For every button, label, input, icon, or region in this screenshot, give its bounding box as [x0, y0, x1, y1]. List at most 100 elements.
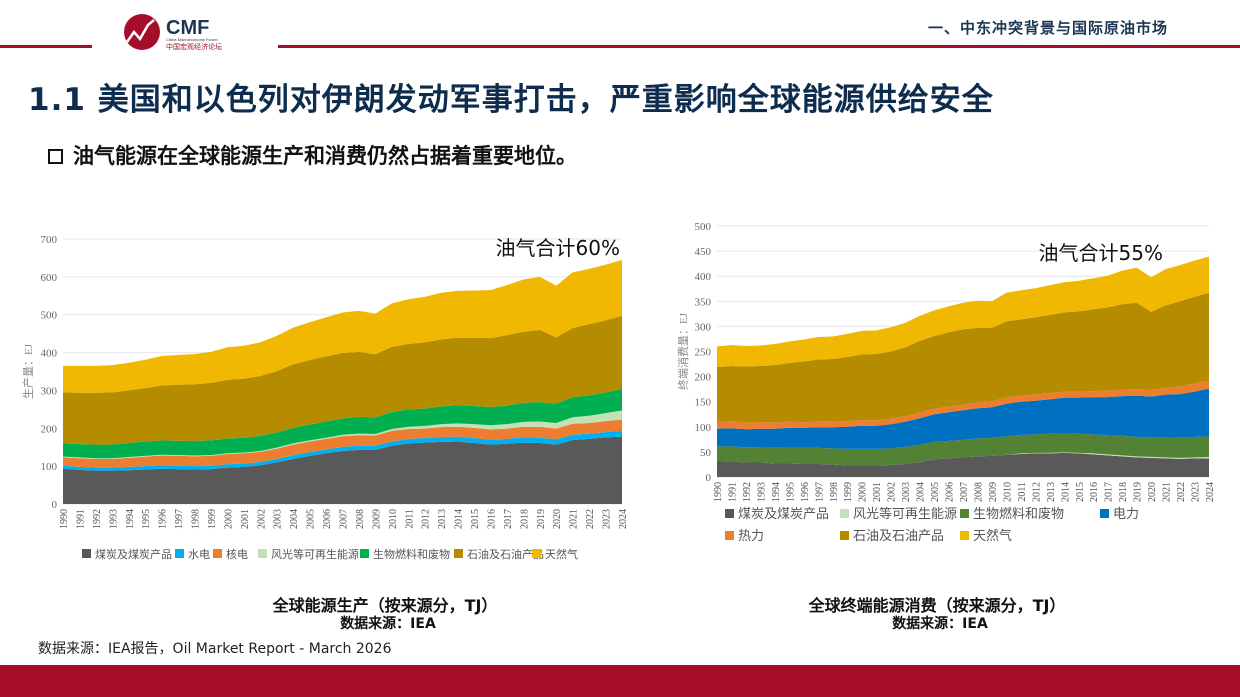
legend-swatch	[213, 549, 222, 558]
x-tick-label: 2012	[421, 509, 432, 529]
cmf-logo: CMF China Macroeconomy Forum 中国宏观经济论坛	[122, 12, 262, 52]
y-tick-label: 200	[41, 423, 58, 435]
production-chart: 0 100 200 300 400 500 600 700 1990 1991 1992 1993 19…	[21, 234, 629, 561]
legend-swatch	[960, 531, 969, 540]
x-tick-label: 2009	[988, 482, 999, 502]
x-tick-label: 1997	[174, 509, 185, 529]
x-tick-label: 2006	[945, 482, 956, 502]
x-tick-label: 1998	[829, 482, 840, 502]
x-tick-label: 1991	[727, 482, 738, 502]
x-tick-label: 2015	[470, 509, 481, 529]
x-tick-label: 1990	[713, 482, 724, 502]
x-tick-label: 2023	[602, 509, 613, 529]
x-tick-label: 2001	[240, 509, 251, 529]
x-tick-label: 1992	[742, 482, 753, 502]
area-series-4	[717, 380, 1209, 430]
legend-swatch	[82, 549, 91, 558]
y-tick-label: 400	[695, 271, 712, 283]
legend-label: 风光等可再生能源	[853, 506, 957, 521]
x-tick-label: 2012	[1031, 482, 1042, 502]
x-tick-label: 2000	[223, 509, 234, 529]
x-tick-label: 1993	[756, 482, 767, 502]
x-tick-label: 2008	[973, 482, 984, 502]
legend-swatch	[532, 549, 541, 558]
x-tick-label: 2021	[569, 509, 580, 529]
x-tick-label: 2017	[503, 509, 514, 529]
subtitle-text: 油气能源在全球能源生产和消费仍然占据着重要地位。	[73, 144, 577, 168]
area-series-6	[63, 259, 622, 393]
x-tick-label: 2007	[339, 509, 350, 529]
x-tick-label: 2003	[273, 509, 284, 529]
legend-swatch	[840, 531, 849, 540]
legend-swatch	[840, 509, 849, 518]
legend-label: 风光等可再生能源	[271, 547, 359, 561]
x-tick-label: 1994	[125, 509, 136, 529]
y-tick-label: 200	[695, 372, 712, 384]
x-tick-label: 1995	[785, 482, 796, 502]
x-tick-label: 2005	[930, 482, 941, 502]
legend-label: 石油及石油产品	[467, 547, 544, 561]
legend-swatch	[454, 549, 463, 558]
x-tick-label: 2019	[1133, 482, 1144, 502]
legend-label: 电力	[1113, 506, 1139, 521]
y-tick-label: 150	[695, 397, 712, 409]
y-tick-label: 100	[695, 422, 712, 434]
svg-text:China Macroeconomy Forum: China Macroeconomy Forum	[166, 37, 218, 42]
legend-label: 热力	[738, 528, 764, 543]
svg-text:CMF: CMF	[166, 17, 209, 39]
page-title: 1.1 美国和以色列对伊朗发动军事打击，严重影响全球能源供给安全	[28, 82, 994, 118]
x-tick-label: 2000	[858, 482, 869, 502]
legend-swatch	[725, 509, 734, 518]
x-tick-label: 2002	[256, 509, 267, 529]
area-series-1	[63, 430, 622, 471]
x-tick-label: 2016	[1089, 482, 1100, 502]
y-tick-label: 300	[41, 385, 58, 397]
x-tick-label: 2015	[1075, 482, 1086, 502]
legend-swatch	[1100, 509, 1109, 518]
x-tick-label: 2009	[371, 509, 382, 529]
area-series-0	[717, 452, 1209, 477]
x-tick-label: 2003	[901, 482, 912, 502]
x-tick-label: 2008	[355, 509, 366, 529]
x-tick-label: 2014	[1060, 482, 1071, 502]
y-axis-label: 终端消费量：EJ	[676, 312, 690, 390]
x-tick-label: 2022	[1176, 482, 1187, 502]
legend-label: 煤炭及煤炭产品	[95, 547, 172, 561]
x-tick-label: 2011	[1017, 482, 1028, 502]
x-tick-label: 2011	[404, 509, 415, 529]
chart1-source: 数据来源：IEA	[340, 616, 436, 632]
data-source: 数据来源：IEA报告，Oil Market Report - March 202…	[38, 641, 392, 657]
chart2-source: 数据来源：IEA	[892, 616, 988, 632]
area-series-5	[63, 315, 622, 445]
svg-text:中国宏观经济论坛: 中国宏观经济论坛	[166, 42, 222, 51]
legend-swatch	[175, 549, 184, 558]
x-tick-label: 2019	[536, 509, 547, 529]
header-line-left	[0, 45, 92, 48]
x-tick-label: 1999	[207, 509, 218, 529]
checkbox-bullet-icon	[48, 149, 63, 164]
x-tick-label: 1999	[843, 482, 854, 502]
x-tick-label: 2024	[618, 509, 629, 529]
x-tick-label: 2005	[306, 509, 317, 529]
x-tick-label: 1990	[59, 509, 70, 529]
y-tick-label: 500	[41, 310, 58, 322]
x-tick-label: 1997	[814, 482, 825, 502]
x-tick-label: 1996	[158, 509, 169, 529]
area-series-0	[63, 436, 622, 504]
x-tick-label: 2018	[1118, 482, 1129, 502]
x-tick-label: 2006	[322, 509, 333, 529]
legend-label: 天然气	[545, 547, 578, 561]
x-tick-label: 1992	[92, 509, 103, 529]
y-tick-label: 0	[706, 472, 712, 484]
area-series-3	[717, 388, 1209, 449]
header-line-right	[278, 45, 1240, 48]
x-tick-label: 2004	[289, 509, 300, 529]
legend-label: 石油及石油产品	[853, 528, 944, 543]
x-tick-label: 2013	[1046, 482, 1057, 502]
legend-label: 水电	[188, 548, 210, 561]
x-tick-label: 2020	[1147, 482, 1158, 502]
x-tick-label: 2010	[1002, 482, 1013, 502]
x-tick-label: 2002	[887, 482, 898, 502]
area-series-4	[63, 388, 622, 459]
legend-label: 天然气	[973, 528, 1012, 543]
